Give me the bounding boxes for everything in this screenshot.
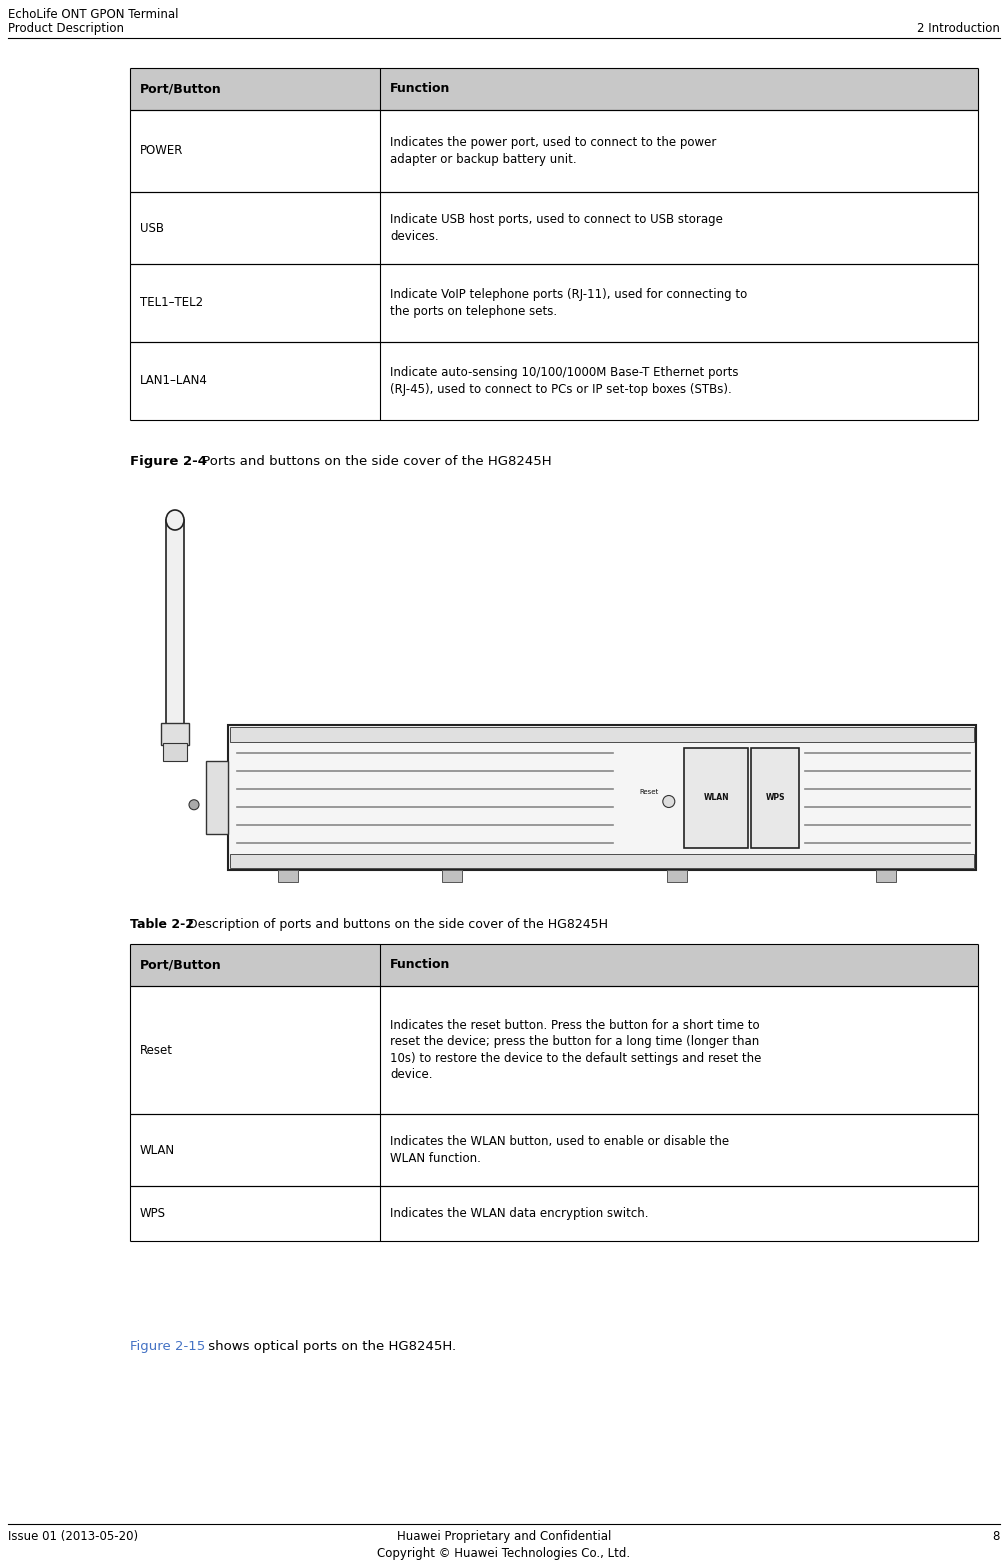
Bar (876, 871, 896, 882)
Text: LAN1–LAN4: LAN1–LAN4 (140, 374, 208, 387)
Bar (443, 871, 463, 882)
Bar (278, 871, 297, 882)
Text: Issue 01 (2013-05-20): Issue 01 (2013-05-20) (8, 1530, 138, 1543)
Text: Huawei Proprietary and Confidential: Huawei Proprietary and Confidential (397, 1530, 611, 1543)
Text: Indicates the WLAN button, used to enable or disable the
WLAN function.: Indicates the WLAN button, used to enabl… (390, 1135, 729, 1165)
Bar (130, 987, 978, 1113)
Ellipse shape (166, 511, 184, 529)
Bar (230, 853, 974, 868)
Bar (130, 1113, 978, 1185)
Bar (163, 742, 187, 761)
Text: Function: Function (390, 958, 451, 971)
Bar (130, 67, 978, 110)
Text: Indicate VoIP telephone ports (RJ-11), used for connecting to
the ports on telep: Indicate VoIP telephone ports (RJ-11), u… (390, 288, 747, 318)
Text: Ports and buttons on the side cover of the HG8245H: Ports and buttons on the side cover of t… (198, 456, 551, 468)
Text: Figure 2-15: Figure 2-15 (130, 1340, 206, 1353)
Bar (206, 761, 228, 833)
Text: Indicates the reset button. Press the button for a short time to
reset the devic: Indicates the reset button. Press the bu… (390, 1019, 761, 1081)
Bar (230, 727, 974, 741)
Text: USB: USB (140, 221, 164, 235)
Text: Figure 2-4: Figure 2-4 (130, 456, 207, 468)
Circle shape (663, 796, 674, 808)
Bar (684, 747, 748, 847)
Text: Port/Button: Port/Button (140, 958, 222, 971)
Text: 8: 8 (993, 1530, 1000, 1543)
Text: Copyright © Huawei Technologies Co., Ltd.: Copyright © Huawei Technologies Co., Ltd… (377, 1547, 631, 1560)
Bar (667, 871, 686, 882)
Text: TEL1–TEL2: TEL1–TEL2 (140, 296, 204, 310)
Text: Description of ports and buttons on the side cover of the HG8245H: Description of ports and buttons on the … (184, 918, 608, 932)
Text: Function: Function (390, 83, 451, 96)
Bar (130, 944, 978, 987)
Text: shows optical ports on the HG8245H.: shows optical ports on the HG8245H. (204, 1340, 457, 1353)
Text: Port/Button: Port/Button (140, 83, 222, 96)
Text: Indicates the power port, used to connect to the power
adapter or backup battery: Indicates the power port, used to connec… (390, 136, 717, 166)
Text: WLAN: WLAN (140, 1143, 175, 1157)
Text: WLAN: WLAN (704, 792, 729, 802)
Text: POWER: POWER (140, 144, 183, 158)
Text: Table 2-2: Table 2-2 (130, 918, 194, 932)
Text: Indicates the WLAN data encryption switch.: Indicates the WLAN data encryption switc… (390, 1207, 649, 1220)
Text: 2 Introduction: 2 Introduction (917, 22, 1000, 34)
Text: EchoLife ONT GPON Terminal: EchoLife ONT GPON Terminal (8, 8, 178, 20)
Bar (166, 520, 184, 730)
Bar (130, 341, 978, 420)
Circle shape (190, 800, 199, 810)
Bar (228, 725, 976, 871)
Bar (130, 265, 978, 341)
Text: Indicate auto-sensing 10/100/1000M Base-T Ethernet ports
(RJ-45), used to connec: Indicate auto-sensing 10/100/1000M Base-… (390, 366, 739, 396)
Text: Reset: Reset (140, 1043, 173, 1057)
Text: Product Description: Product Description (8, 22, 124, 34)
Text: WPS: WPS (765, 792, 785, 802)
Text: Reset: Reset (639, 789, 659, 794)
Bar (130, 1185, 978, 1240)
Text: Indicate USB host ports, used to connect to USB storage
devices.: Indicate USB host ports, used to connect… (390, 213, 723, 243)
Text: WPS: WPS (140, 1207, 166, 1220)
Bar (130, 193, 978, 265)
Bar (161, 723, 190, 745)
Bar (751, 747, 799, 847)
Bar (130, 110, 978, 193)
